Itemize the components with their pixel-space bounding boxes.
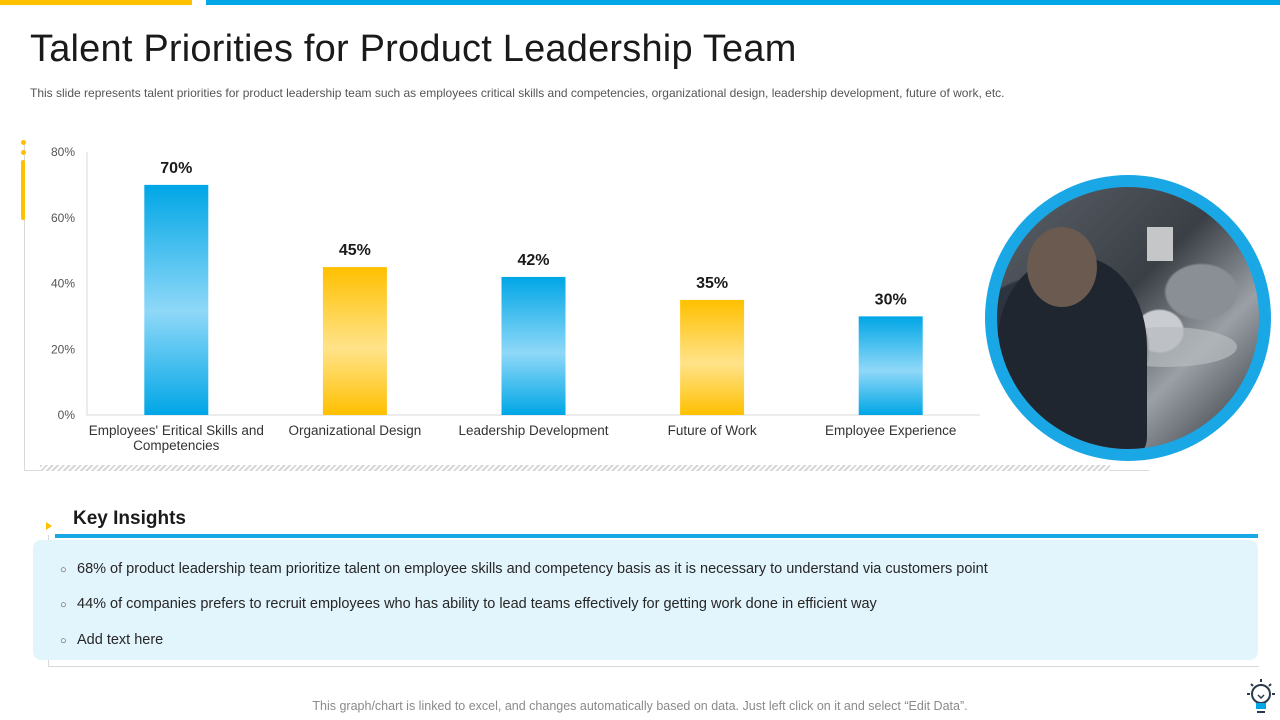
bullet-icon: ○ — [60, 599, 67, 611]
decor-dot — [21, 150, 26, 155]
y-tick-label: 60% — [51, 211, 75, 225]
x-tick-label: Future of Work — [668, 423, 757, 438]
bullet-icon: ○ — [60, 635, 67, 647]
insight-text: 44% of companies prefers to recruit empl… — [77, 596, 877, 612]
bar-value-label: 45% — [339, 242, 371, 259]
insight-item-2: ○ 44% of companies prefers to recruit emp… — [60, 596, 877, 612]
lightbulb-icon — [1247, 679, 1275, 713]
insights-underline — [55, 534, 1258, 538]
top-accent-bar-blue — [206, 0, 1280, 5]
y-tick-label: 0% — [58, 408, 76, 422]
insight-item-3[interactable]: ○ Add text here — [60, 632, 163, 648]
x-tick-label: Competencies — [133, 438, 220, 453]
bar-value-label: 70% — [160, 160, 192, 177]
bar[interactable] — [322, 267, 387, 415]
team-meeting-photo — [997, 187, 1259, 449]
insights-title: Key Insights — [73, 508, 186, 529]
insights-arrow-icon — [46, 522, 52, 530]
bar[interactable] — [144, 184, 209, 415]
photo-poster — [1147, 227, 1173, 261]
y-tick-label: 20% — [51, 342, 75, 356]
x-tick-label: Employees' Eritical Skills and — [89, 423, 264, 438]
decor-vertical-bar — [21, 160, 25, 220]
footer-note: This graph/chart is linked to excel, and… — [312, 699, 968, 713]
x-tick-label: Employee Experience — [825, 423, 956, 438]
insights-box — [33, 540, 1258, 660]
photo-head — [1027, 227, 1097, 307]
slide-subtitle: This slide represents talent priorities … — [30, 86, 1005, 100]
decor-dot — [21, 140, 26, 145]
bar-value-label: 42% — [517, 252, 549, 269]
x-tick-label: Organizational Design — [288, 423, 421, 438]
slide-title: Talent Priorities for Product Leadership… — [30, 28, 797, 70]
insight-text-placeholder[interactable]: Add text here — [77, 632, 164, 648]
team-meeting-photo-frame — [985, 175, 1271, 461]
y-tick-label: 40% — [51, 277, 75, 291]
bar[interactable] — [680, 299, 745, 415]
chart-hatch-divider — [40, 465, 1110, 471]
insight-item-1: ○ 68% of product leadership team prioriti… — [60, 561, 988, 577]
bar[interactable] — [501, 276, 566, 415]
bullet-icon: ○ — [60, 564, 67, 576]
bar-value-label: 35% — [696, 275, 728, 292]
insight-text: 68% of product leadership team prioritiz… — [77, 561, 988, 577]
top-accent-bar-yellow — [0, 0, 192, 5]
bar-value-label: 30% — [875, 291, 907, 308]
y-tick-label: 80% — [51, 145, 75, 159]
bar[interactable] — [858, 316, 923, 415]
x-tick-label: Leadership Development — [458, 423, 608, 438]
